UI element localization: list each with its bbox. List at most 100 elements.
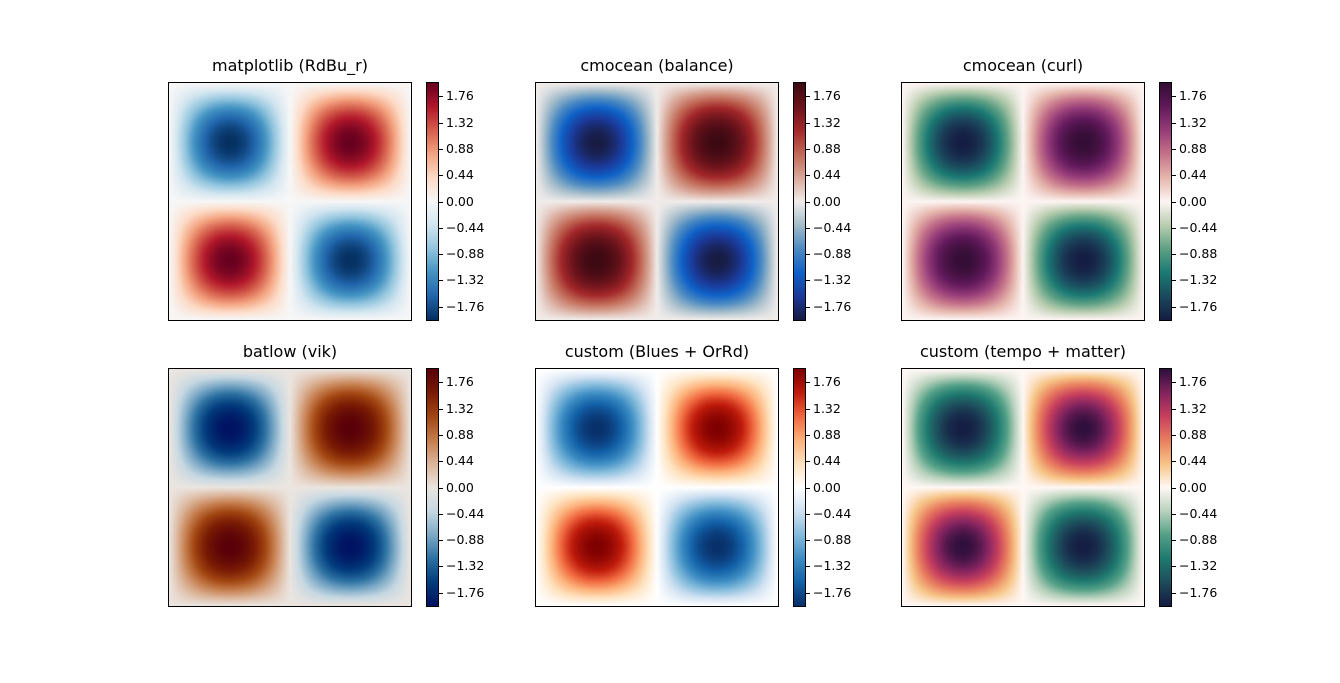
colorbar-tick-label: −1.32 — [446, 272, 485, 288]
colorbar-tick — [439, 254, 443, 256]
colorbar-tick — [1172, 434, 1176, 436]
colorbar-tick — [439, 487, 443, 489]
heatmap-image — [901, 82, 1145, 321]
colorbar-tick-label: 0.00 — [1179, 193, 1207, 209]
colorbar — [426, 368, 439, 607]
colorbar-tick-label: 0.44 — [446, 167, 474, 183]
subplot-title: custom (Blues + OrRd) — [564, 342, 750, 361]
colorbar-tick — [806, 382, 810, 384]
colorbar-tick — [439, 175, 443, 177]
colorbar-tick-label: 1.76 — [1179, 88, 1207, 104]
colorbar-tick-label: −0.88 — [1179, 246, 1218, 262]
subplot: cmocean (balance) 1.76 1.32 0.88 0.44 0.00 −0.… — [535, 56, 851, 321]
colorbar-tick — [439, 434, 443, 436]
colorbar-tick — [806, 148, 810, 150]
colorbar-tick — [1172, 96, 1176, 98]
colorbar-tick-label: 0.44 — [1179, 453, 1207, 469]
colorbar-tick — [806, 408, 810, 410]
heatmap-image — [535, 82, 779, 321]
colorbar — [1159, 82, 1172, 321]
colorbar-tick — [806, 280, 810, 282]
colorbar-tick-label: 1.76 — [446, 88, 474, 104]
colorbar-tick-label: 1.32 — [1179, 114, 1207, 130]
colorbar-tick — [439, 592, 443, 594]
colorbar-tick-label: −1.32 — [1179, 272, 1218, 288]
colorbar-tick-label: 0.88 — [813, 140, 841, 156]
colorbar-tick — [1172, 461, 1176, 463]
colorbar-tick-label: −0.88 — [1179, 532, 1218, 548]
colorbar-tick-label: 0.88 — [446, 140, 474, 156]
colorbar-tick — [806, 592, 810, 594]
colorbar-tick — [439, 513, 443, 515]
colorbar-tick-label: −1.32 — [813, 558, 852, 574]
colorbar-tick-label: 0.44 — [1179, 167, 1207, 183]
colorbar-tick-label: 1.32 — [813, 400, 841, 416]
colorbar-tick — [439, 122, 443, 124]
colorbar-tick — [1172, 148, 1176, 150]
colorbar-tick — [806, 96, 810, 98]
colorbar-tick — [1172, 382, 1176, 384]
subplot: matplotlib (RdBu_r) 1.76 1.32 0.88 0.44 0.00 −… — [168, 56, 484, 321]
colorbar-tick-label: 1.76 — [813, 374, 841, 390]
colorbar-tick-label: −0.88 — [813, 532, 852, 548]
colorbar-tick — [1172, 122, 1176, 124]
colorbar-tick — [439, 382, 443, 384]
colorbar-tick-label: −0.44 — [446, 505, 485, 521]
colorbar-tick-label: −1.32 — [813, 272, 852, 288]
colorbar-tick — [806, 513, 810, 515]
heatmap-image — [168, 82, 412, 321]
colorbar-tick — [806, 227, 810, 229]
colorbar-tick-label: −0.88 — [446, 532, 485, 548]
colorbar-tick — [1172, 254, 1176, 256]
colorbar-tick — [1172, 280, 1176, 282]
colorbar-tick-label: 0.44 — [446, 453, 474, 469]
colorbar-tick-label: −0.44 — [1179, 505, 1218, 521]
colorbar-tick — [1172, 201, 1176, 203]
colorbar-tick-label: −0.44 — [813, 505, 852, 521]
colorbar-tick — [439, 540, 443, 542]
colorbar-tick-label: 0.00 — [446, 479, 474, 495]
subplot: custom (tempo + matter) 1.76 1.32 0.88 0.44 0… — [901, 342, 1217, 607]
colorbar-tick — [806, 566, 810, 568]
colorbar-tick — [806, 201, 810, 203]
colorbar-tick-label: 1.76 — [1179, 374, 1207, 390]
heatmap-image — [901, 368, 1145, 607]
colorbar-tick-label: 1.76 — [446, 374, 474, 390]
subplot-title: batlow (vik) — [242, 342, 338, 361]
colorbar-tick — [806, 461, 810, 463]
colorbar-tick-label: −1.32 — [446, 558, 485, 574]
colorbar-tick — [1172, 306, 1176, 308]
colorbar-tick-label: −1.76 — [813, 584, 852, 600]
subplot-title: cmocean (balance) — [580, 56, 734, 75]
colorbar-tick-label: −1.32 — [1179, 558, 1218, 574]
colorbar — [793, 82, 806, 321]
colorbar-tick-label: −0.88 — [813, 246, 852, 262]
colorbar-tick-label: 0.00 — [446, 193, 474, 209]
colorbar-tick-label: 0.88 — [1179, 140, 1207, 156]
colorbar-tick-label: 0.44 — [813, 167, 841, 183]
colorbar-tick-label: 1.76 — [813, 88, 841, 104]
colorbar-tick — [806, 122, 810, 124]
colorbar-tick-label: −1.76 — [1179, 298, 1218, 314]
subplot-title: custom (tempo + matter) — [919, 342, 1127, 361]
colorbar-tick — [806, 487, 810, 489]
colorbar-tick — [439, 96, 443, 98]
colorbar-tick-label: 1.32 — [446, 114, 474, 130]
colorbar-tick-label: 0.00 — [1179, 479, 1207, 495]
colorbar-tick — [806, 434, 810, 436]
colorbar-tick — [439, 461, 443, 463]
subplot: cmocean (curl) 1.76 1.32 0.88 0.44 0.00 −0.44 −… — [901, 56, 1217, 321]
colorbar-tick-label: −1.76 — [446, 298, 485, 314]
colorbar-tick — [1172, 513, 1176, 515]
colorbar-tick — [439, 408, 443, 410]
colorbar-tick-label: −0.44 — [1179, 219, 1218, 235]
colorbar-tick-label: 1.32 — [1179, 400, 1207, 416]
colorbar-tick — [439, 280, 443, 282]
colorbar-tick — [1172, 175, 1176, 177]
heatmap-image — [168, 368, 412, 607]
colorbar-tick-label: 0.88 — [813, 426, 841, 442]
colorbar-tick-label: −1.76 — [446, 584, 485, 600]
colorbar-tick-label: −0.88 — [446, 246, 485, 262]
colorbar-tick — [1172, 566, 1176, 568]
colorbar-tick-label: −0.44 — [446, 219, 485, 235]
